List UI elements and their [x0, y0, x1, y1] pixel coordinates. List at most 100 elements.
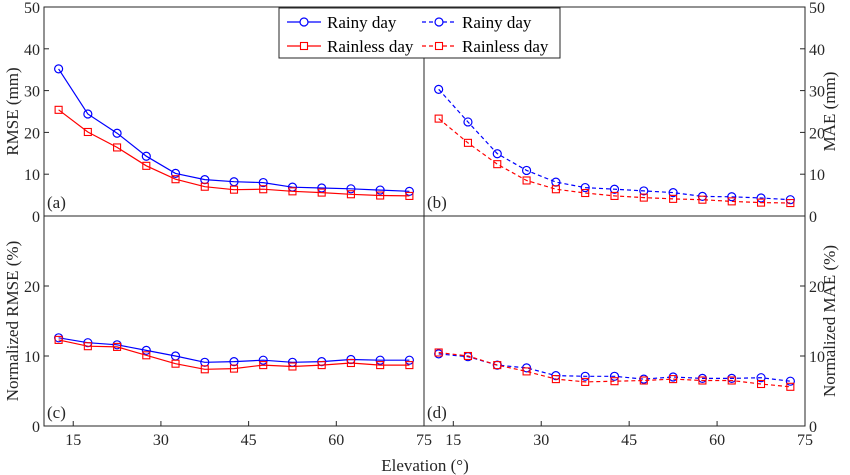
legend-label: Rainy day: [327, 13, 397, 32]
x-tick-label: 15: [65, 432, 81, 449]
data-point-square: [493, 361, 502, 370]
data-point-circle: [346, 184, 356, 194]
data-point-square: [229, 185, 239, 194]
legend-marker-square: [434, 41, 444, 51]
y-tick-label: 10: [809, 167, 825, 184]
data-point-square: [54, 105, 63, 114]
data-point-square: [200, 365, 209, 374]
x-axis-label: Elevation (°): [381, 456, 469, 475]
data-point-circle: [375, 355, 385, 365]
data-point-circle: [141, 345, 151, 355]
data-point-square: [727, 376, 736, 385]
data-point-square: [54, 335, 63, 344]
x-tick-label: 60: [709, 432, 725, 449]
y-tick-label: 20: [809, 125, 825, 142]
data-point-square: [522, 176, 531, 185]
data-point-square: [522, 367, 531, 376]
y-tick-label: 30: [24, 84, 40, 101]
series-line: [58, 68, 410, 192]
legend-label: Rainless day: [327, 37, 414, 56]
y-axis-label: Normalized RMSE (%): [3, 241, 22, 402]
y-axis-label: RMSE (mm): [3, 67, 22, 155]
y-tick-label: 40: [24, 42, 40, 59]
data-point-square: [669, 194, 678, 203]
data-point-square: [756, 198, 766, 207]
data-point-square: [698, 195, 707, 204]
data-point-square: [200, 182, 209, 191]
data-point-square: [113, 143, 122, 152]
data-point-circle: [492, 149, 502, 159]
data-point-circle: [639, 186, 649, 196]
data-point-square: [786, 382, 795, 391]
x-tick-label: 30: [153, 432, 169, 449]
x-tick-label: 30: [533, 432, 549, 449]
y-tick-label: 10: [24, 167, 40, 184]
data-point-square: [229, 364, 239, 373]
data-point-square: [434, 348, 443, 357]
y-tick-label: 20: [24, 125, 40, 142]
panel-frame: [423, 215, 806, 427]
legend-marker-circle: [434, 17, 444, 27]
data-point-circle: [141, 151, 151, 161]
y-tick-label: 0: [809, 209, 817, 226]
data-point-square: [171, 359, 180, 368]
data-point-square: [639, 193, 648, 202]
data-point-square: [142, 161, 151, 170]
x-tick-label: 45: [241, 432, 257, 449]
panel-label: (a): [47, 193, 66, 212]
data-point-square: [551, 375, 560, 384]
data-point-square: [463, 138, 473, 147]
data-point-square: [727, 197, 736, 206]
data-point-circle: [609, 184, 620, 194]
series-line: [438, 118, 791, 204]
data-point-circle: [727, 192, 737, 202]
y-tick-label: 30: [809, 84, 825, 101]
data-point-circle: [521, 165, 532, 176]
data-point-square: [288, 362, 297, 371]
data-point-square: [259, 185, 268, 194]
data-point-circle: [434, 84, 444, 94]
panel-label: (b): [427, 193, 447, 212]
data-point-circle: [112, 128, 122, 138]
x-tick-label: 45: [621, 432, 637, 449]
data-point-square: [551, 185, 560, 194]
data-point-square: [142, 351, 151, 360]
panel-b: 0 10 20 30 40 50 MAE (mm) (b): [423, 0, 839, 226]
data-point-circle: [463, 117, 473, 127]
x-tick-label: 75: [416, 432, 432, 449]
data-point-circle: [668, 187, 678, 198]
data-point-square: [756, 379, 766, 389]
data-point-square: [786, 198, 795, 208]
data-point-square: [317, 188, 326, 197]
y-tick-label: 0: [809, 419, 817, 436]
x-tick-label: 60: [328, 432, 344, 449]
panel-frame: [43, 215, 425, 427]
x-tick-label: 15: [445, 432, 461, 449]
data-point-square: [405, 361, 414, 370]
data-point-circle: [756, 373, 766, 383]
series-line: [58, 109, 410, 197]
data-point-square: [463, 351, 473, 361]
legend-marker-circle: [299, 17, 309, 27]
data-point-square: [434, 114, 443, 123]
data-point-circle: [375, 185, 385, 195]
data-point-square: [405, 191, 414, 200]
data-point-square: [259, 361, 268, 370]
y-tick-label: 0: [32, 419, 40, 436]
data-point-circle: [580, 371, 590, 381]
data-point-square: [581, 377, 590, 386]
y-tick-label: 10: [24, 349, 40, 366]
data-point-square: [610, 191, 619, 200]
x-tick-label: 75: [797, 432, 813, 449]
data-point-square: [376, 191, 385, 200]
data-point-circle: [83, 109, 93, 119]
data-point-square: [581, 188, 590, 198]
data-point-square: [610, 377, 619, 386]
legend-label: Rainy day: [462, 13, 532, 32]
data-point-square: [317, 361, 326, 370]
data-point-circle: [404, 355, 414, 365]
y-tick-label: 0: [32, 209, 40, 226]
panel-label: (d): [427, 403, 447, 422]
y-tick-label: 20: [24, 279, 40, 296]
